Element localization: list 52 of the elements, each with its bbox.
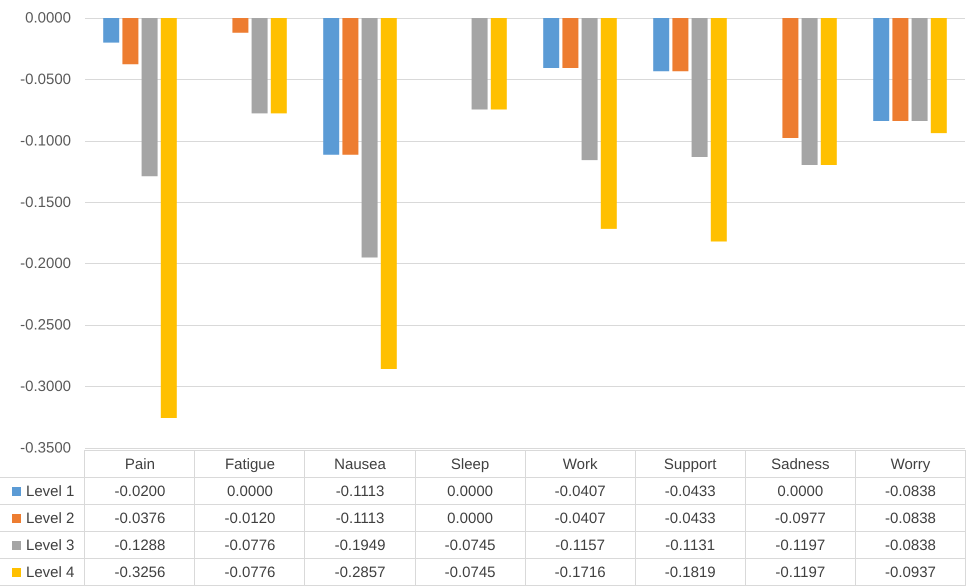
data-label: -0.0838 [855, 532, 966, 558]
x-tick-label: Sleep [415, 450, 526, 478]
x-tick-label: Support [635, 450, 746, 478]
y-tick-label: -0.1000 [20, 132, 71, 150]
data-label: -0.0407 [525, 478, 636, 504]
data-label: -0.0745 [415, 558, 526, 586]
y-tick-label: -0.0500 [20, 70, 71, 88]
data-label: -0.0977 [745, 504, 856, 532]
x-tick-label: Sadness [745, 450, 856, 478]
data-label: -0.0776 [194, 558, 305, 586]
data-label: -0.0745 [415, 532, 526, 558]
data-label: -0.0838 [855, 478, 966, 504]
data-label: -0.1819 [635, 558, 746, 586]
data-label: -0.0838 [855, 504, 966, 532]
data-label: -0.0433 [635, 504, 746, 532]
y-tick-label: -0.2000 [20, 255, 71, 272]
data-label: -0.1113 [304, 504, 416, 532]
data-label: -0.1113 [304, 478, 416, 504]
data-label: -0.0120 [194, 504, 305, 532]
y-tick-label: 0.0000 [25, 10, 71, 26]
y-tick-label: -0.1500 [20, 194, 71, 211]
data-label: -0.1157 [525, 532, 636, 558]
data-label: -0.0200 [84, 478, 195, 504]
y-tick-label: -0.3500 [20, 440, 71, 456]
data-label: -0.1716 [525, 558, 636, 586]
x-tick-label: Fatigue [194, 450, 305, 478]
data-label: -0.0407 [525, 504, 636, 532]
data-label: 0.0000 [415, 478, 526, 504]
legend-label: Level 4 [0, 558, 85, 586]
legend-label: Level 1 [0, 478, 85, 504]
data-label: -0.1288 [84, 532, 195, 558]
data-label: -0.3256 [84, 558, 195, 586]
data-label: -0.0776 [194, 532, 305, 558]
data-label: 0.0000 [745, 478, 856, 504]
data-label: -0.1131 [635, 532, 746, 558]
data-label: -0.1197 [745, 532, 856, 558]
y-tick-label: -0.3000 [20, 378, 71, 396]
data-label: 0.0000 [415, 504, 526, 532]
legend-label: Level 3 [0, 532, 85, 558]
data-label: -0.0376 [84, 504, 195, 532]
data-label: -0.0433 [635, 478, 746, 504]
data-label: -0.1197 [745, 558, 856, 586]
x-tick-label: Pain [84, 450, 195, 478]
x-tick-label: Work [525, 450, 636, 478]
x-tick-label: Worry [855, 450, 966, 478]
y-tick-label: -0.2500 [20, 316, 71, 334]
data-label: -0.1949 [304, 532, 416, 558]
legend-label: Level 2 [0, 504, 85, 532]
x-tick-label: Nausea [304, 450, 416, 478]
data-label: 0.0000 [194, 478, 305, 504]
data-label: -0.0937 [855, 558, 966, 586]
data-label: -0.2857 [304, 558, 416, 586]
